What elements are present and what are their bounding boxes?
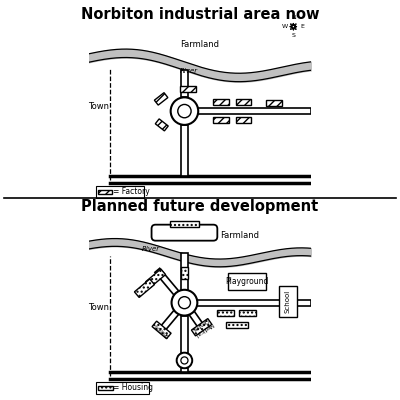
Bar xyxy=(98,386,113,390)
Circle shape xyxy=(171,97,198,125)
Polygon shape xyxy=(181,368,188,372)
Polygon shape xyxy=(182,301,205,330)
Text: E: E xyxy=(300,24,304,29)
Text: = Housing: = Housing xyxy=(113,384,153,392)
Polygon shape xyxy=(197,300,311,306)
Text: Town: Town xyxy=(88,303,109,312)
Bar xyxy=(217,310,234,316)
Text: Farmland: Farmland xyxy=(180,40,220,49)
Bar xyxy=(181,266,188,279)
Circle shape xyxy=(181,357,188,364)
Text: N: N xyxy=(291,15,296,20)
Text: Town: Town xyxy=(88,102,109,111)
Bar xyxy=(236,99,251,105)
Circle shape xyxy=(177,353,192,368)
Text: Norbiton industrial area now: Norbiton industrial area now xyxy=(81,7,319,22)
Text: Playground: Playground xyxy=(225,277,268,286)
Polygon shape xyxy=(181,316,188,353)
Circle shape xyxy=(178,297,190,309)
Polygon shape xyxy=(159,301,187,332)
Bar xyxy=(170,221,199,227)
Bar xyxy=(213,99,229,105)
Text: = Factory: = Factory xyxy=(113,188,150,196)
Text: River: River xyxy=(142,246,160,252)
Text: Shops: Shops xyxy=(153,322,170,338)
Circle shape xyxy=(178,104,191,118)
Bar xyxy=(240,310,256,316)
Bar xyxy=(213,118,229,124)
FancyBboxPatch shape xyxy=(279,286,297,317)
Polygon shape xyxy=(198,108,311,114)
Bar xyxy=(146,269,166,288)
Polygon shape xyxy=(181,70,188,97)
Bar xyxy=(226,322,248,328)
FancyBboxPatch shape xyxy=(96,382,149,394)
Polygon shape xyxy=(181,125,188,176)
Text: River: River xyxy=(180,68,198,74)
Bar xyxy=(228,273,266,290)
Text: S: S xyxy=(291,33,295,38)
Bar xyxy=(98,190,112,194)
Text: W: W xyxy=(281,24,288,29)
Polygon shape xyxy=(155,268,187,305)
Bar xyxy=(236,118,251,124)
Bar xyxy=(152,321,171,339)
Text: Planned future development: Planned future development xyxy=(81,199,319,214)
Text: School: School xyxy=(285,290,291,313)
Text: Medical
Centre: Medical Centre xyxy=(190,317,213,338)
Circle shape xyxy=(172,290,197,316)
FancyBboxPatch shape xyxy=(152,225,217,241)
Bar xyxy=(180,86,196,92)
Text: Farmland: Farmland xyxy=(220,232,260,240)
Bar xyxy=(154,93,168,105)
Bar xyxy=(192,318,212,336)
Bar xyxy=(266,100,282,106)
FancyBboxPatch shape xyxy=(96,186,144,198)
Polygon shape xyxy=(181,253,188,290)
Bar xyxy=(155,119,168,131)
Bar xyxy=(134,279,154,298)
